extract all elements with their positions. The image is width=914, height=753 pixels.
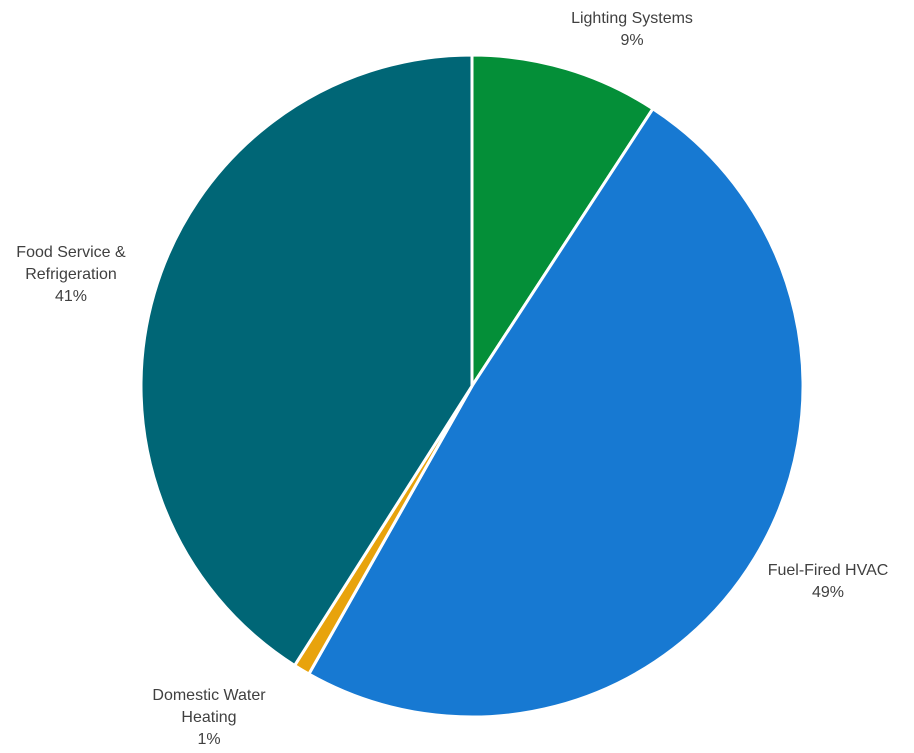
pie-slices: [139, 53, 805, 719]
pie-slice-lighting-systems: [470, 53, 655, 388]
data-label-text: Fuel-Fired HVAC: [768, 562, 889, 579]
data-label-percent: 1%: [197, 731, 220, 748]
pie-slice-fuel-fired-hvac: [307, 107, 805, 719]
data-label-percent: 41%: [55, 288, 87, 305]
data-label-text: Food Service &: [16, 244, 126, 261]
data-labels: Lighting Systems 9% Fuel-Fired HVAC 49% Dome…: [16, 10, 888, 748]
data-label-percent: 9%: [620, 32, 643, 49]
data-label-fuel-fired-hvac: Fuel-Fired HVAC 49%: [768, 562, 889, 601]
data-label-lighting-systems: Lighting Systems 9%: [571, 10, 693, 49]
data-label-percent: 49%: [812, 584, 844, 601]
pie-slice-food-service-refrigeration: [139, 53, 474, 667]
data-label-text: Domestic Water: [152, 687, 266, 704]
data-label-text: Lighting Systems: [571, 10, 693, 27]
data-label-domestic-water-heating: Domestic Water Heating 1%: [152, 687, 266, 748]
data-label-text: Refrigeration: [25, 266, 117, 283]
data-label-food-service-refrigeration: Food Service & Refrigeration 41%: [16, 244, 126, 305]
data-label-text: Heating: [181, 709, 236, 726]
